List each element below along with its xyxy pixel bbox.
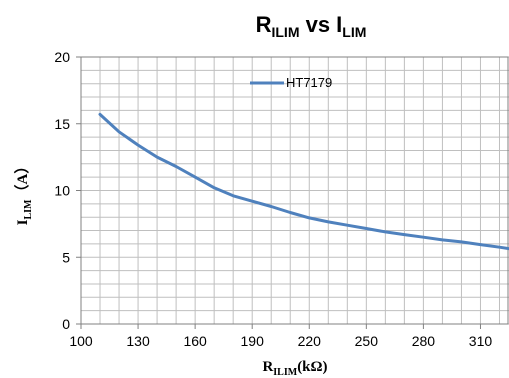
y-tick-label: 0: [62, 316, 70, 332]
y-axis-label: ILIM（A）: [13, 159, 34, 226]
x-tick-label: 250: [355, 333, 379, 349]
legend: HT7179: [250, 75, 332, 90]
x-axis-ticks: 100 130 160 190 220 250 280 310: [69, 324, 492, 349]
grid: [80, 56, 509, 325]
legend-label: HT7179: [286, 75, 332, 90]
x-tick-label: 190: [241, 333, 265, 349]
x-tick-label: 100: [69, 333, 93, 349]
x-tick-label: 160: [183, 333, 207, 349]
series-line-HT7179: [98, 112, 509, 251]
y-tick-label: 20: [54, 49, 70, 65]
x-tick-label: 220: [298, 333, 322, 349]
series-layer: [98, 112, 509, 251]
x-tick-label: 310: [469, 333, 493, 349]
chart-title: RILIM vs ILIM: [256, 12, 367, 40]
y-tick-label: 15: [54, 116, 70, 132]
y-axis-ticks: 0 5 10 15 20: [54, 49, 81, 332]
x-axis-label: RILIM(kΩ): [262, 359, 327, 378]
y-tick-label: 10: [54, 183, 70, 199]
x-tick-label: 280: [412, 333, 436, 349]
y-tick-label: 5: [62, 249, 70, 265]
x-tick-label: 130: [126, 333, 150, 349]
